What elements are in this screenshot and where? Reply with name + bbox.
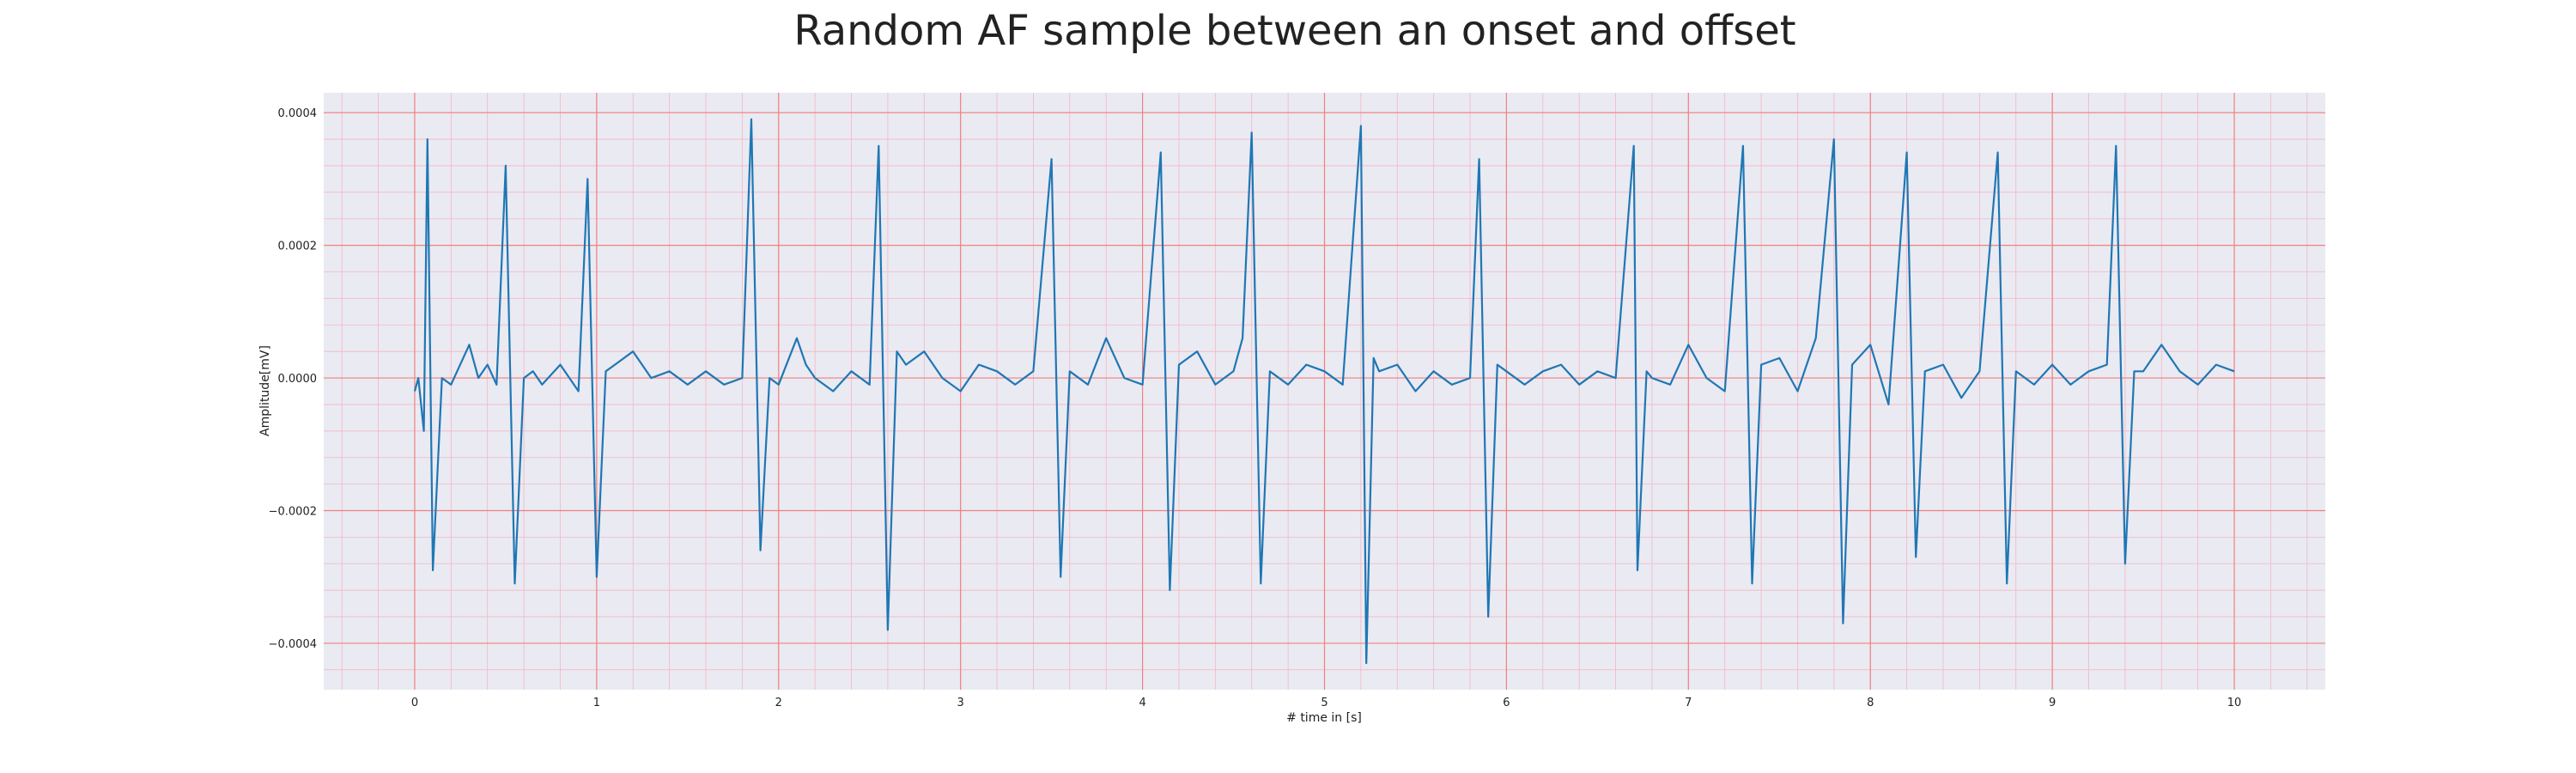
x-tick-label: 5 xyxy=(1321,697,1327,709)
x-tick-label: 9 xyxy=(2049,697,2056,709)
x-tick-label: 7 xyxy=(1685,697,1692,709)
x-tick-label: 8 xyxy=(1867,697,1874,709)
x-tick-label: 6 xyxy=(1503,697,1510,709)
chart-title: Random AF sample between an onset and of… xyxy=(793,7,1795,55)
y-tick-label: 0.0002 xyxy=(278,240,318,253)
x-tick-label: 1 xyxy=(593,697,600,709)
y-axis-label: Amplitude[mV] xyxy=(258,345,272,436)
x-axis-label: # time in [s] xyxy=(1286,711,1362,725)
x-tick-label: 3 xyxy=(957,697,964,709)
series-line xyxy=(413,118,2235,665)
y-tick-label: 0.0004 xyxy=(278,107,318,120)
x-tick-labels: 0 1 2 3 4 5 6 7 8 9 10 xyxy=(411,697,2242,709)
y-tick-labels: −0.0004 −0.0002 0.0000 0.0002 0.0004 xyxy=(269,107,317,651)
x-tick-label: 10 xyxy=(2227,697,2242,709)
x-tick-label: 4 xyxy=(1139,697,1145,709)
y-tick-label: 0.0000 xyxy=(278,373,318,386)
x-tick-label: 2 xyxy=(775,697,782,709)
x-tick-label: 0 xyxy=(411,697,418,709)
y-tick-label: −0.0002 xyxy=(269,506,317,519)
y-tick-label: −0.0004 xyxy=(269,638,317,651)
